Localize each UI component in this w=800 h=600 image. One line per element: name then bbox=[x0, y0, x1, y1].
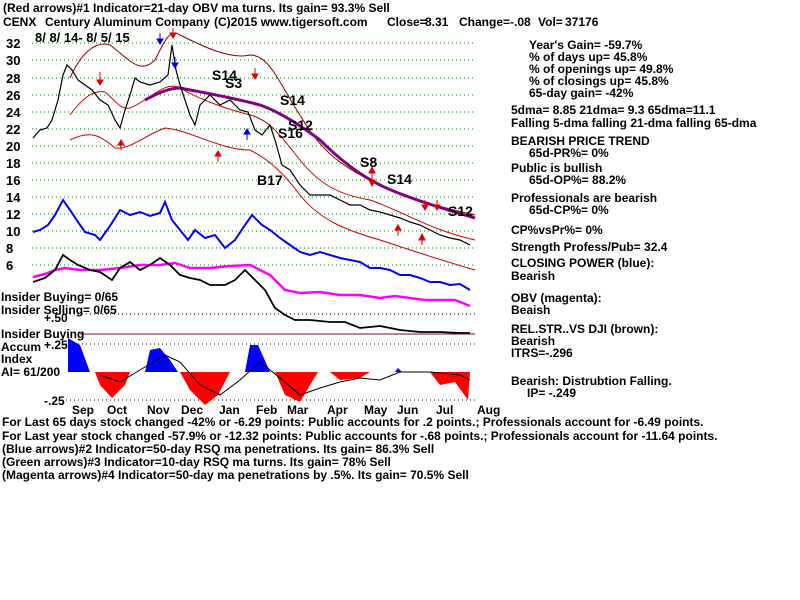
cp-65d: 65d-CP%= 0% bbox=[529, 203, 609, 217]
ma65-line bbox=[144, 86, 476, 220]
ytick-6: 6 bbox=[6, 258, 14, 273]
ytick-14: 14 bbox=[6, 190, 21, 205]
copyright: (C)2015 www.tigersoft.com bbox=[214, 15, 368, 29]
svg-text:S14: S14 bbox=[280, 92, 305, 108]
pr-65d: 65d-PR%= 0% bbox=[529, 146, 609, 160]
ip-value: IP= -.249 bbox=[527, 386, 577, 400]
dma-values: 5dma= 8.85 21dma= 9.3 65dma=11.1 bbox=[511, 103, 716, 117]
ytick-12: 12 bbox=[6, 207, 21, 222]
close-value: 8.31 bbox=[425, 15, 449, 29]
accum-tick-plus25: +.25 bbox=[44, 338, 68, 352]
gain-65day: 65-day gain= -42% bbox=[529, 86, 634, 100]
month-aug: Aug bbox=[477, 403, 501, 417]
public-status: Public is bullish bbox=[511, 161, 603, 175]
middle-band bbox=[69, 85, 476, 241]
month-feb: Feb bbox=[256, 403, 278, 417]
obv-label: OBV (magenta): bbox=[511, 291, 602, 305]
price-line bbox=[32, 44, 471, 246]
svg-text:S3: S3 bbox=[225, 75, 242, 91]
month-jul: Jul bbox=[436, 403, 454, 417]
vol-value: 37176 bbox=[565, 15, 599, 29]
accum-ma-line bbox=[99, 354, 471, 396]
ai-value: AI= 61/200 bbox=[1, 365, 61, 379]
accum-positive bbox=[68, 338, 402, 372]
obv-value: Beaish bbox=[511, 303, 551, 317]
strength-ratio: Strength Profess/Pub= 32.4 bbox=[511, 240, 668, 254]
ytick-22: 22 bbox=[6, 122, 21, 137]
footer-65day-summary: For Last 65 days stock changed -42% or -… bbox=[2, 415, 704, 429]
accum-label: Accum bbox=[1, 340, 42, 354]
index-label: Index bbox=[1, 352, 33, 366]
cp-vs-pr: CP%vsPr%= 0% bbox=[511, 223, 603, 237]
op-65d: 65d-OP%= 88.2% bbox=[529, 173, 627, 187]
dma-trend: Falling 5-dma falling 21-dma falling 65-… bbox=[511, 116, 757, 130]
signal-labels: S14 S3 S14 S12 S16 B17 S8 S14 S12 bbox=[212, 67, 473, 219]
month-jun: Jun bbox=[397, 403, 419, 417]
closing-power-value: Bearish bbox=[511, 269, 556, 283]
ytick-26: 26 bbox=[6, 88, 21, 103]
svg-text:S16: S16 bbox=[278, 125, 303, 141]
closing-power-line bbox=[32, 198, 471, 291]
footer-year-summary: For Last year stock changed -57.9% or -1… bbox=[2, 429, 718, 443]
ticker: CENX bbox=[3, 15, 37, 29]
itrs-value: ITRS=-.296 bbox=[511, 346, 573, 360]
close-label: Close= bbox=[387, 15, 427, 29]
stock-chart: S14 S3 S14 S12 S16 B17 S8 S14 S12 bbox=[32, 28, 476, 405]
obv-line bbox=[32, 261, 471, 308]
month-mar: Mar bbox=[287, 403, 309, 417]
change-value: -.08 bbox=[510, 15, 531, 29]
professionals-status: Professionals are bearish bbox=[511, 191, 658, 205]
month-sep: Sep bbox=[72, 403, 95, 417]
footer-green-arrows: (Green arrows)#3 Indicator=10-day RSQ ma… bbox=[2, 455, 391, 469]
accum-tick-plus50: +.50 bbox=[44, 311, 68, 325]
month-nov: Nov bbox=[147, 403, 170, 417]
accum-negative bbox=[95, 372, 470, 405]
ytick-30: 30 bbox=[6, 53, 21, 68]
pct-openings-up: % of openings up= 49.8% bbox=[529, 62, 674, 76]
svg-text:S12: S12 bbox=[288, 117, 313, 133]
relstr-label: REL.STR..VS DJI (brown): bbox=[511, 322, 659, 336]
red-arrows bbox=[96, 28, 441, 245]
svg-text:S12: S12 bbox=[448, 203, 473, 219]
footer-magenta-arrows: (Magenta arrows)#4 Indicator=50-day ma p… bbox=[2, 468, 469, 482]
insider-selling: Insider Selling= 0/65 bbox=[1, 303, 117, 317]
month-jan: Jan bbox=[219, 403, 240, 417]
month-oct: Oct bbox=[107, 403, 128, 417]
insider-buying: Insider Buying= 0/65 bbox=[1, 290, 119, 304]
company-name: Century Aluminum Company bbox=[45, 15, 210, 29]
month-apr: Apr bbox=[327, 403, 348, 417]
blue-arrows bbox=[156, 33, 251, 140]
ytick-10: 10 bbox=[6, 224, 21, 239]
relstr-line bbox=[32, 253, 470, 334]
ytick-8: 8 bbox=[6, 241, 14, 256]
accum-tick-minus25: -.25 bbox=[44, 394, 65, 408]
years-gain: Year's Gain= -59.7% bbox=[529, 38, 643, 52]
change-label: Change= bbox=[459, 15, 511, 29]
svg-text:B17: B17 bbox=[257, 172, 283, 188]
pct-closings-up: % of closings up= 45.8% bbox=[529, 74, 669, 88]
indicator-line-1: (Red arrows)#1 Indicator=21-day OBV ma t… bbox=[3, 1, 390, 15]
month-dec: Dec bbox=[181, 403, 204, 417]
footer-blue-arrows: (Blue arrows)#2 Indicator=50-day RSQ ma … bbox=[2, 442, 435, 456]
lower-band bbox=[69, 127, 476, 271]
ytick-24: 24 bbox=[6, 105, 21, 120]
ytick-20: 20 bbox=[6, 139, 21, 154]
date-range: 8/ 8/ 14- 8/ 5/ 15 bbox=[35, 30, 130, 45]
svg-text:S8: S8 bbox=[360, 154, 377, 170]
ip-label: Bearish: Distrubtion Falling. bbox=[511, 374, 672, 388]
relstr-value: Bearish bbox=[511, 334, 556, 348]
insider-buying-label: Insider Buying bbox=[1, 327, 85, 341]
vol-label: Vol= bbox=[538, 15, 563, 29]
svg-text:S14: S14 bbox=[387, 171, 412, 187]
svg-text:S14: S14 bbox=[212, 67, 237, 83]
ytick-32: 32 bbox=[6, 36, 21, 51]
ytick-18: 18 bbox=[6, 156, 21, 171]
ytick-16: 16 bbox=[6, 173, 21, 188]
price-trend: BEARISH PRICE TREND bbox=[511, 134, 650, 148]
ytick-28: 28 bbox=[6, 71, 21, 86]
closing-power-label: CLOSING POWER (blue): bbox=[511, 256, 655, 270]
month-may: May bbox=[364, 403, 388, 417]
pct-days-up: % of days up= 45.8% bbox=[529, 50, 648, 64]
